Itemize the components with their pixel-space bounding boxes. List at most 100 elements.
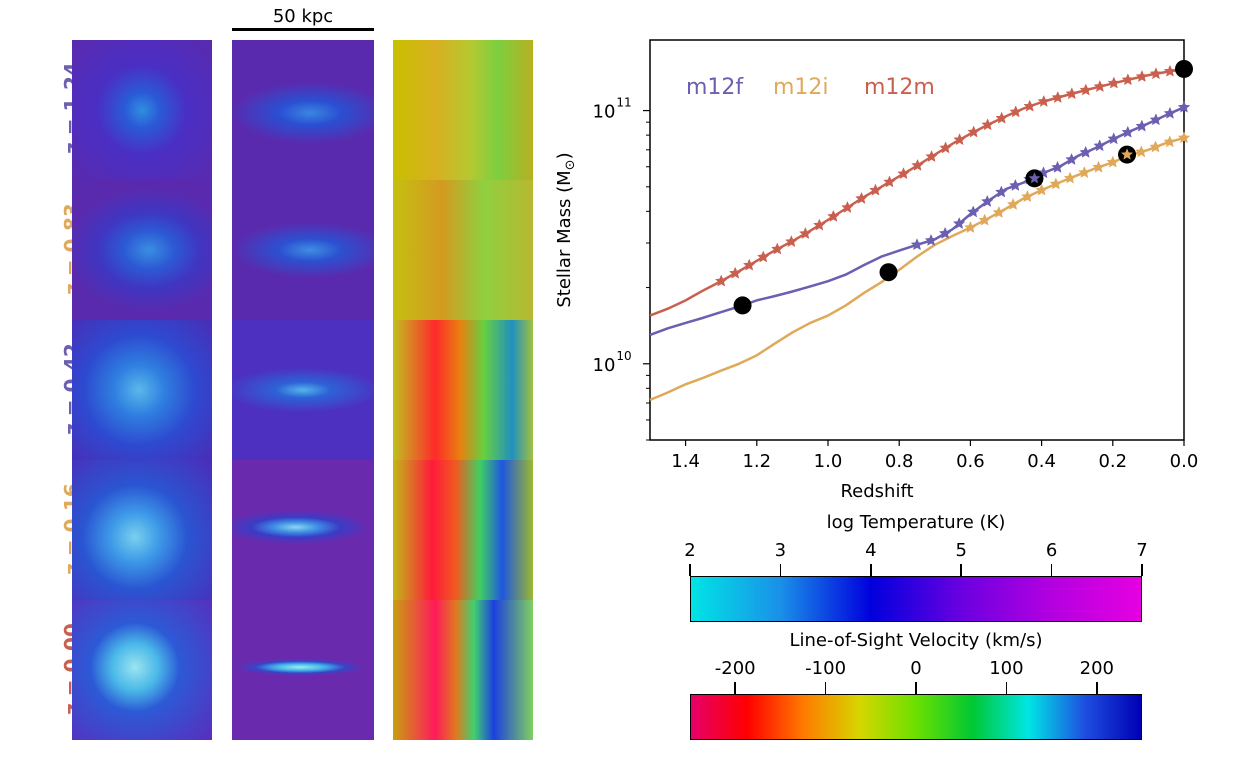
legend-entry-m12m: m12m — [864, 75, 935, 100]
star-marker-m12i — [1063, 171, 1077, 184]
star-marker-m12m — [827, 209, 840, 222]
star-marker-m12m — [883, 175, 896, 188]
panel-edgeon-4 — [232, 600, 374, 740]
star-marker-m12m — [756, 250, 770, 263]
velocity-tick-label-3: 100 — [989, 658, 1024, 679]
star-marker-m12f — [1065, 152, 1078, 165]
star-marker-m12m — [897, 167, 910, 180]
star-marker-m12i — [1149, 140, 1162, 153]
star-marker-m12f — [910, 238, 924, 251]
velocity-tick-mark-2 — [915, 682, 917, 694]
x-tick-label-0: 1.4 — [671, 451, 700, 472]
velocity-tick-label-2: 0 — [910, 658, 922, 679]
x-tick-label-6: 0.2 — [1098, 451, 1127, 472]
star-marker-m12f — [1177, 100, 1191, 113]
temperature-tick-label-4: 6 — [1045, 540, 1058, 561]
star-marker-m12m — [1037, 94, 1051, 107]
series-line-m12f — [649, 106, 1185, 337]
star-marker-m12m — [925, 150, 938, 163]
snapshot-marker-star-2 — [1027, 170, 1042, 185]
star-marker-m12f — [1107, 132, 1121, 145]
star-marker-m12f — [1135, 119, 1149, 132]
star-marker-m12m — [995, 111, 1009, 124]
star-marker-m12f — [1163, 106, 1177, 119]
panel-faceon-4 — [72, 600, 212, 740]
velocity-tick-mark-3 — [1005, 682, 1008, 694]
velocity-tick-mark-4 — [1096, 682, 1098, 694]
star-marker-m12i — [978, 213, 991, 226]
star-marker-m12m — [799, 226, 812, 240]
panel-velocity-4 — [393, 600, 533, 740]
star-marker-m12m — [981, 118, 994, 131]
star-marker-m12m — [1135, 69, 1149, 83]
x-tick-label-2: 1.0 — [814, 451, 843, 472]
star-marker-m12m — [911, 158, 924, 171]
y-axis-label: Stellar Mass (M⊙) — [554, 152, 578, 307]
star-marker-m12f — [1009, 178, 1022, 191]
star-marker-m12m — [841, 200, 854, 213]
panel-faceon-2 — [72, 320, 212, 460]
star-marker-m12f — [1121, 125, 1135, 138]
star-marker-m12m — [742, 258, 756, 271]
temperature-tick-mark-2 — [870, 564, 872, 576]
legend-entry-m12f: m12f — [686, 75, 744, 100]
star-marker-m12i — [1177, 131, 1191, 144]
panel-edgeon-0 — [232, 40, 374, 180]
star-marker-m12m — [1107, 76, 1121, 89]
x-tick-label-4: 0.6 — [956, 451, 985, 472]
temperature-tick-mark-5 — [1141, 564, 1143, 576]
velocity-tick-label-0: -200 — [714, 658, 756, 679]
star-marker-m12m — [1121, 73, 1135, 86]
snapshot-marker-1 — [879, 263, 898, 282]
star-marker-m12i — [964, 220, 977, 233]
y-tick-exponent-0: 10 — [616, 349, 631, 363]
temperature-tick-label-3: 5 — [955, 540, 967, 561]
colorbar-velocity-title: Line-of-Sight Velocity (km/s) — [789, 630, 1043, 651]
plot-frame — [649, 39, 1185, 441]
star-marker-m12m — [967, 125, 980, 138]
series-line-m12m — [649, 67, 1185, 317]
star-marker-m12m — [728, 266, 742, 279]
colorbar-temperature — [690, 576, 1142, 622]
star-marker-m12m — [855, 191, 868, 204]
scale-bar-label: 50 kpc — [272, 6, 334, 27]
panel-faceon-1 — [72, 180, 212, 320]
scale-bar-line — [232, 28, 374, 31]
legend-entry-m12i: m12i — [773, 75, 829, 100]
star-marker-m12f — [1093, 139, 1107, 152]
x-axis-label: Redshift — [840, 481, 913, 502]
star-marker-m12m — [1065, 87, 1079, 100]
y-tick-exponent-1: 11 — [616, 96, 631, 110]
panel-velocity-0 — [393, 40, 533, 180]
star-marker-m12m — [869, 183, 882, 196]
x-tick-label-3: 0.8 — [885, 451, 914, 472]
star-marker-m12m — [1093, 79, 1107, 93]
star-marker-m12i — [1006, 197, 1020, 210]
star-marker-m12m — [953, 133, 966, 146]
star-marker-m12i — [1134, 145, 1148, 158]
temperature-tick-label-2: 4 — [865, 540, 877, 561]
velocity-tick-label-1: -100 — [805, 658, 847, 679]
colorbar-temperature-title: log Temperature (K) — [826, 512, 1006, 533]
star-marker-m12f — [966, 205, 980, 218]
star-marker-m12i — [1049, 177, 1063, 190]
temperature-tick-mark-4 — [1050, 564, 1053, 576]
star-marker-m12f — [1149, 113, 1163, 126]
star-marker-m12i — [1035, 183, 1048, 196]
panel-velocity-1 — [393, 180, 533, 320]
star-marker-m12i — [1021, 190, 1034, 203]
star-marker-m12m — [1079, 83, 1093, 96]
snapshot-marker-4 — [1175, 59, 1193, 78]
temperature-tick-mark-3 — [960, 564, 962, 576]
y-tick-label-1: 10 — [593, 102, 616, 123]
star-marker-m12m — [813, 218, 826, 231]
panel-faceon-0 — [72, 40, 212, 180]
star-marker-m12i — [1163, 135, 1177, 148]
star-marker-m12f — [952, 216, 966, 230]
temperature-tick-mark-0 — [689, 564, 691, 576]
snapshot-marker-0 — [733, 296, 752, 315]
velocity-tick-mark-0 — [734, 682, 736, 694]
colorbar-velocity — [690, 694, 1142, 740]
temperature-tick-label-0: 2 — [684, 540, 696, 561]
